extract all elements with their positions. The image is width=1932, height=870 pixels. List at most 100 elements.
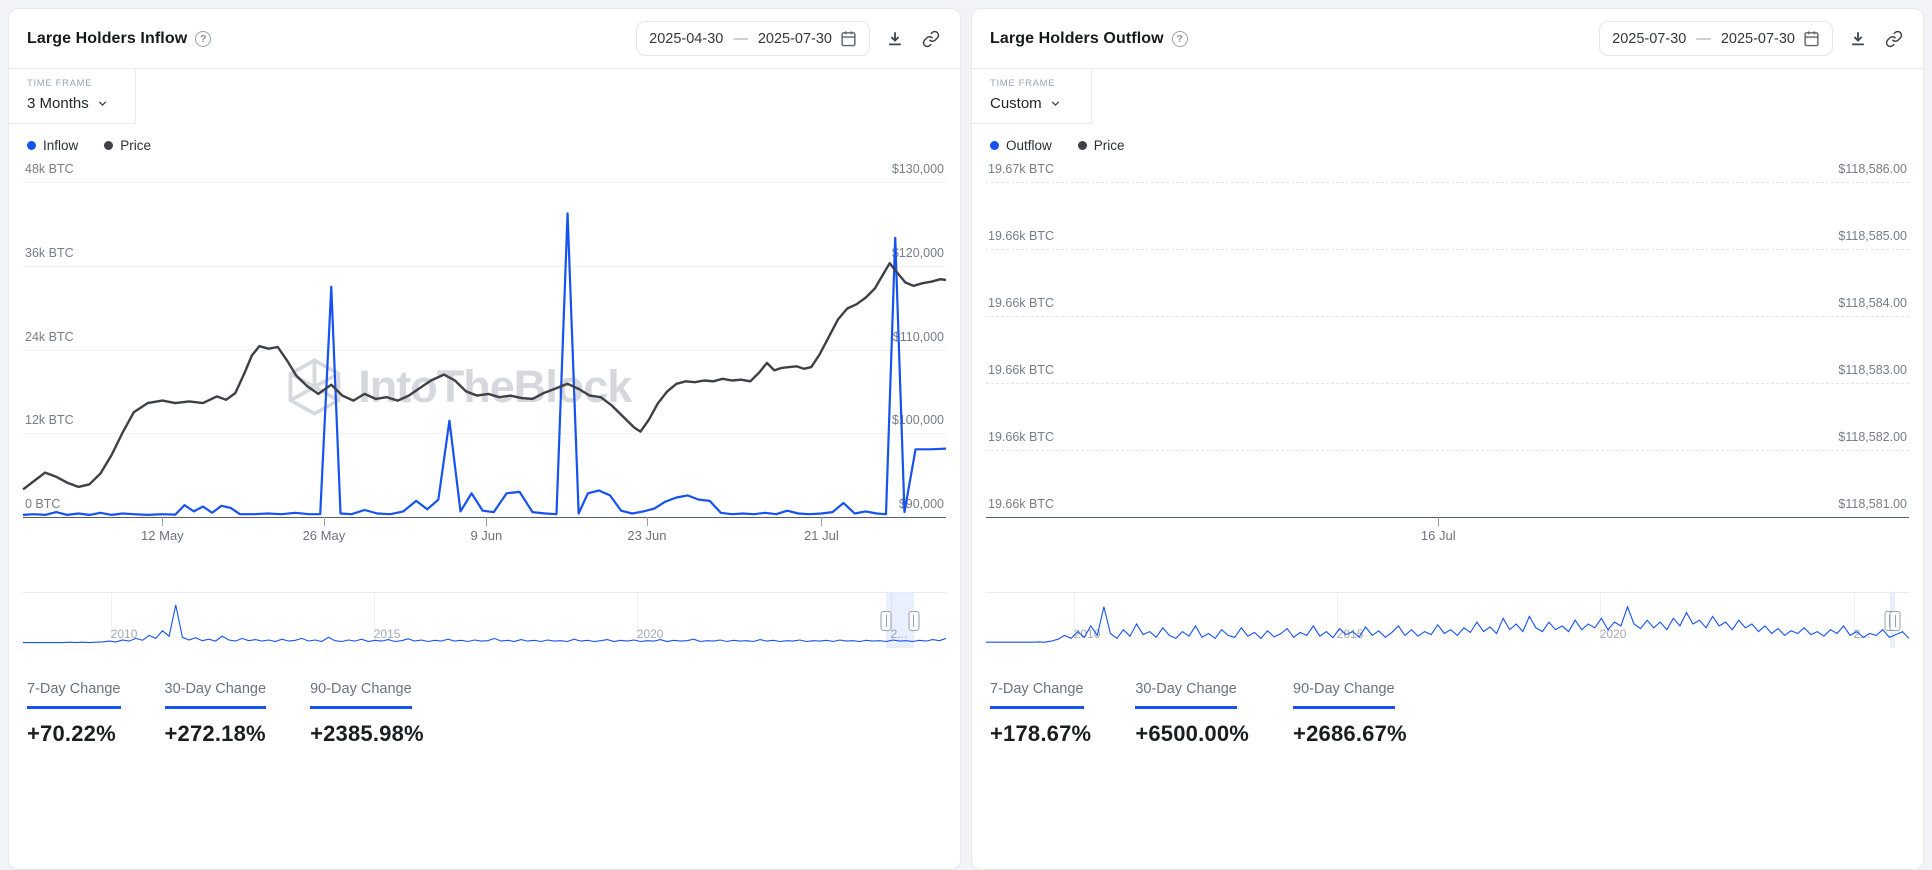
legend-dot <box>1077 140 1087 150</box>
panel-large-holders-outflow: Large Holders Outflow ? 2025-07-30 — 202… <box>971 8 1924 870</box>
range-navigator[interactable]: 2010 2015 2020 2... <box>986 592 1909 648</box>
stat-7-day: 7-Day Change +70.22% <box>27 680 121 747</box>
download-button[interactable] <box>884 28 906 50</box>
legend-label: Inflow <box>43 137 79 153</box>
main-chart[interactable]: IntoTheBlock 48k BTC $130,000 36k BTC $120,… <box>23 162 946 560</box>
y-axis-label-btc: 12k BTC <box>25 413 74 428</box>
y-axis-label-btc: 19.66k BTC <box>988 430 1055 444</box>
timeframe-dropdown[interactable]: TIME FRAME 3 Months <box>9 69 136 124</box>
x-axis-tick <box>486 517 488 526</box>
stat-value: +178.67% <box>990 721 1092 746</box>
y-axis-label-usd: $118,583.00 <box>1838 363 1907 377</box>
help-icon[interactable]: ? <box>195 30 212 47</box>
y-axis-label-usd: $118,581.00 <box>1838 497 1907 511</box>
stat-90-day: 90-Day Change +2686.67% <box>1293 680 1407 747</box>
navigator-year-label: 2015 <box>1336 627 1364 641</box>
x-axis-tick <box>821 517 823 526</box>
panel-large-holders-inflow: Large Holders Inflow ? 2025-04-30 — 2025… <box>8 8 961 870</box>
page-title: Large Holders Inflow <box>27 29 188 47</box>
navigator-series <box>986 600 1909 646</box>
panel-header: Large Holders Inflow ? 2025-04-30 — 2025… <box>9 9 960 69</box>
date-range-picker[interactable]: 2025-04-30 — 2025-07-30 <box>636 21 870 56</box>
gridline <box>986 249 1909 250</box>
timeframe-dropdown[interactable]: TIME FRAME Custom <box>972 69 1092 124</box>
share-link-button[interactable] <box>920 28 942 50</box>
navigator-year-label: 2... <box>1853 627 1871 641</box>
main-chart[interactable]: 19.67k BTC $118,586.00 19.66k BTC $118,585.… <box>986 162 1909 560</box>
gridline <box>986 182 1909 183</box>
link-icon <box>1885 30 1903 47</box>
y-axis-label-btc: 48k BTC <box>25 162 74 176</box>
gridline <box>986 316 1909 317</box>
y-axis-label-btc: 19.66k BTC <box>988 229 1055 243</box>
change-stats: 7-Day Change +70.22% 30-Day Change +272.… <box>9 648 960 747</box>
legend-label: Price <box>1093 137 1125 153</box>
date-start: 2025-07-30 <box>1612 30 1687 47</box>
page-title: Large Holders Outflow <box>990 29 1164 47</box>
y-axis-label-usd: $130,000 <box>891 162 944 176</box>
date-end: 2025-07-30 <box>757 30 832 47</box>
legend-item-inflow[interactable]: Inflow <box>27 138 78 153</box>
range-navigator[interactable]: 2010 2015 2020 2... <box>23 592 946 648</box>
download-button[interactable] <box>1847 28 1869 50</box>
timeframe-label: TIME FRAME <box>990 78 1056 89</box>
navigator-handle[interactable] <box>908 610 920 631</box>
download-icon <box>1852 31 1864 45</box>
legend: Inflow Price <box>9 124 960 153</box>
legend-label: Price <box>120 137 152 153</box>
stat-label: 7-Day Change <box>990 681 1084 709</box>
x-axis-label: 16 Jul <box>1420 528 1456 543</box>
navigator-year-gridline <box>373 593 375 638</box>
x-axis-tick <box>162 517 164 526</box>
gridline <box>986 383 1909 384</box>
stat-label: 90-Day Change <box>1293 681 1395 709</box>
x-axis-label: 23 Jun <box>627 528 667 543</box>
gridline <box>986 450 1909 451</box>
series-price <box>23 263 946 489</box>
navigator-handle[interactable] <box>880 610 892 631</box>
help-icon[interactable]: ? <box>1171 30 1188 47</box>
gridline <box>23 349 946 351</box>
date-end: 2025-07-30 <box>1720 30 1795 47</box>
chevron-down-icon <box>1051 101 1059 107</box>
navigator-year-label: 2... <box>890 627 908 641</box>
stat-value: +2385.98% <box>310 721 424 746</box>
legend-item-price[interactable]: Price <box>104 138 151 153</box>
series-inflow <box>23 213 946 515</box>
y-axis-label-btc: 19.66k BTC <box>988 363 1055 377</box>
stat-7-day: 7-Day Change +178.67% <box>990 680 1091 747</box>
y-axis-label-usd: $118,584.00 <box>1838 296 1907 310</box>
stat-value: +70.22% <box>27 721 116 746</box>
share-link-button[interactable] <box>1883 28 1905 50</box>
legend-dot <box>104 140 114 150</box>
x-axis-tick <box>1438 517 1440 526</box>
gridline <box>23 433 946 435</box>
legend-item-price[interactable]: Price <box>1077 137 1125 153</box>
navigator-handle[interactable] <box>1889 610 1901 631</box>
navigator-year-label: 2015 <box>373 627 401 641</box>
timeframe-row: TIME FRAME 3 Months <box>9 69 960 124</box>
date-separator: — <box>733 30 748 47</box>
y-axis-label-usd: $118,582.00 <box>1838 430 1907 444</box>
stat-label: 90-Day Change <box>310 681 412 709</box>
navigator-year-gridline <box>636 593 638 638</box>
timeframe-value: Custom <box>990 95 1042 112</box>
y-axis-label-btc: 0 BTC <box>25 497 61 511</box>
stat-30-day: 30-Day Change +272.18% <box>164 680 267 747</box>
navigator-year-gridline <box>1599 593 1601 638</box>
gridline <box>23 265 946 267</box>
navigator-year-gridline <box>1073 593 1075 638</box>
stat-label: 30-Day Change <box>164 681 267 709</box>
date-range-picker[interactable]: 2025-07-30 — 2025-07-30 <box>1599 21 1833 56</box>
gridline <box>986 517 1909 518</box>
download-icon <box>889 31 901 45</box>
stat-label: 30-Day Change <box>1135 681 1237 709</box>
link-icon <box>922 30 940 47</box>
navigator-series <box>23 600 946 646</box>
calendar-icon <box>841 31 856 47</box>
stat-value: +6500.00% <box>1135 721 1250 746</box>
x-axis-tick <box>646 517 648 526</box>
legend-item-outflow[interactable]: Outflow <box>990 138 1052 153</box>
chart-series-layer <box>986 166 1909 560</box>
